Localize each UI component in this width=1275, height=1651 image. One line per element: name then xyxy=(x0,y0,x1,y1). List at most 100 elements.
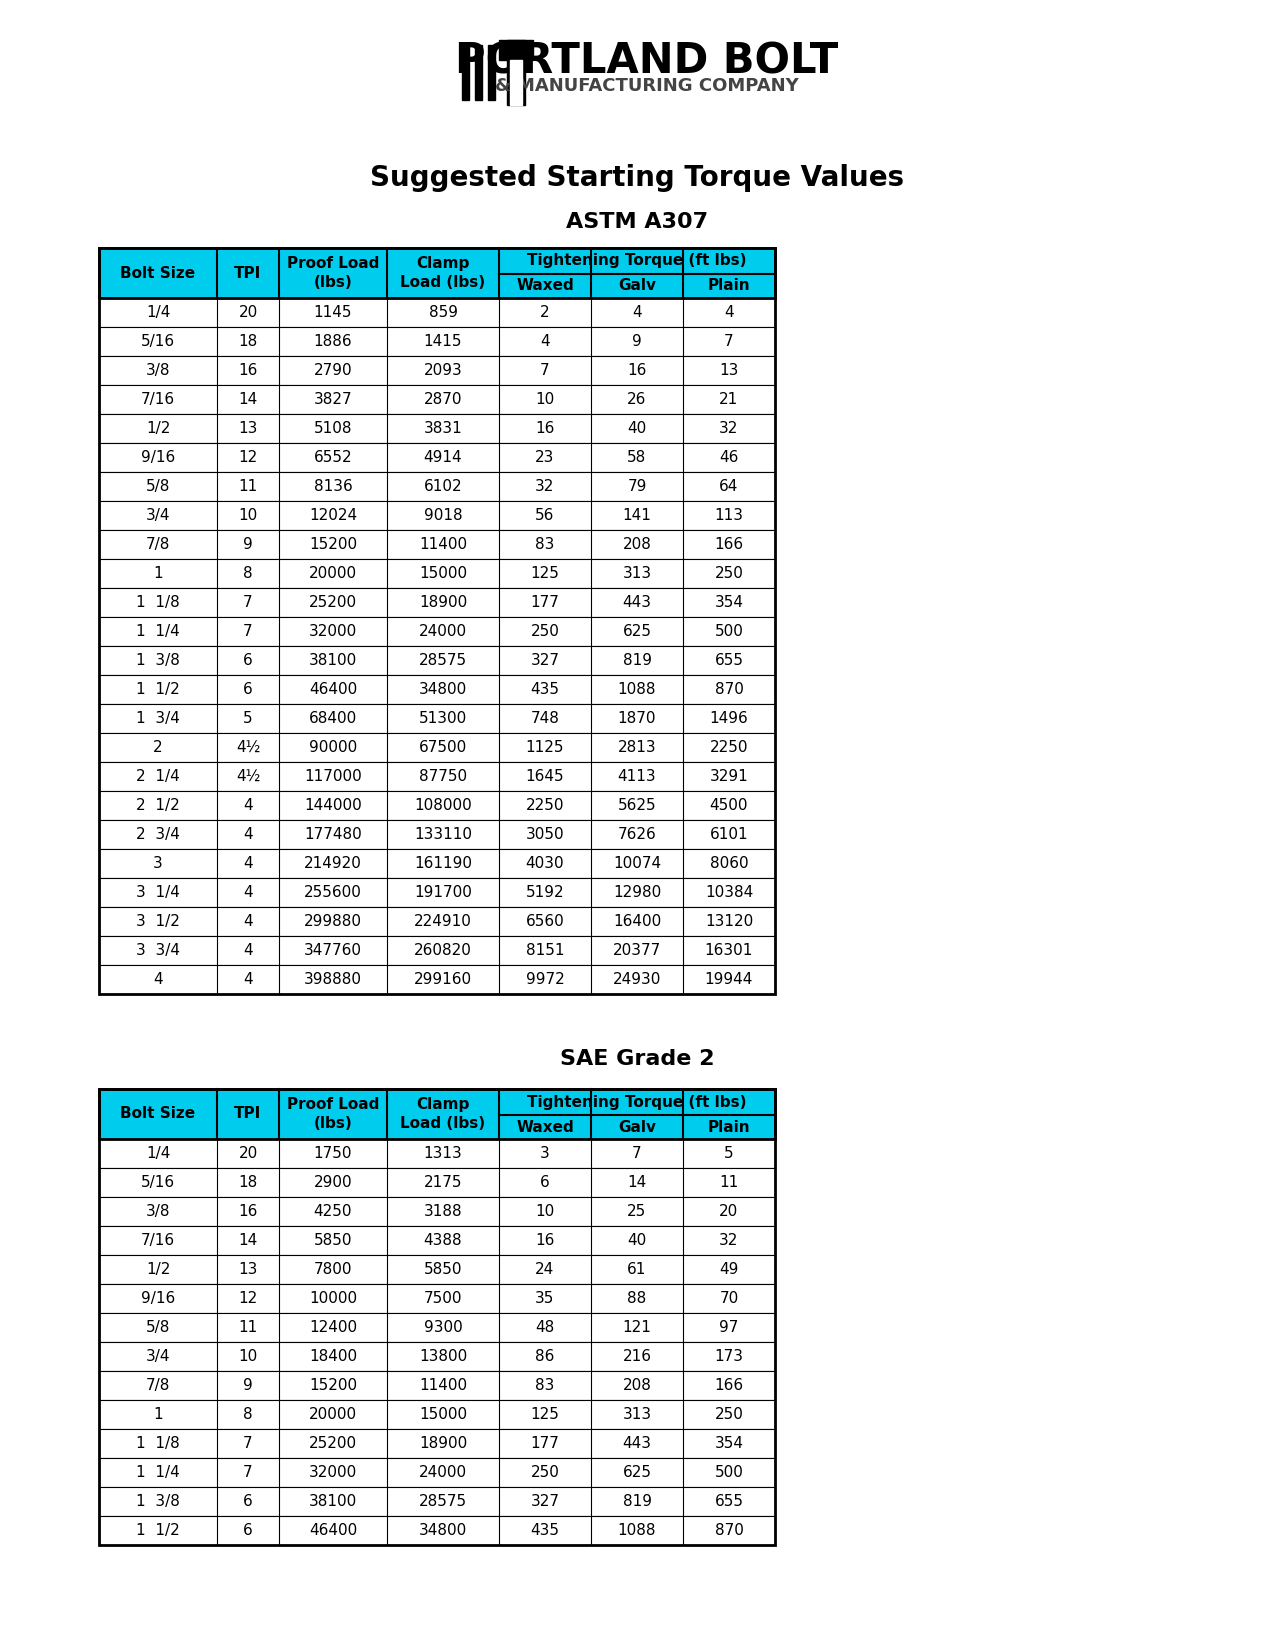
Text: 500: 500 xyxy=(714,1464,743,1479)
Text: 177: 177 xyxy=(530,1436,560,1451)
Text: 25200: 25200 xyxy=(309,1436,357,1451)
Text: 1145: 1145 xyxy=(314,305,352,320)
Text: 166: 166 xyxy=(714,1379,743,1393)
Text: 2790: 2790 xyxy=(314,363,352,378)
Text: 1645: 1645 xyxy=(525,769,565,784)
Text: 435: 435 xyxy=(530,682,560,697)
Text: 19944: 19944 xyxy=(705,972,754,987)
Text: 21: 21 xyxy=(719,391,738,408)
Text: 10: 10 xyxy=(238,1349,258,1364)
Text: 15000: 15000 xyxy=(419,566,467,581)
Text: 3/8: 3/8 xyxy=(145,363,171,378)
Text: 24000: 24000 xyxy=(419,624,467,639)
Bar xyxy=(99,357,775,385)
Text: 58: 58 xyxy=(627,451,646,466)
Text: 1886: 1886 xyxy=(314,334,352,348)
Text: 7: 7 xyxy=(244,1436,252,1451)
Text: 354: 354 xyxy=(714,594,743,609)
Text: 11400: 11400 xyxy=(419,1379,467,1393)
Bar xyxy=(99,1167,775,1197)
Text: 1  1/4: 1 1/4 xyxy=(136,1464,180,1479)
Text: 3: 3 xyxy=(541,1146,550,1161)
Text: Clamp
Load (lbs): Clamp Load (lbs) xyxy=(400,256,486,291)
Text: 3827: 3827 xyxy=(314,391,352,408)
Text: 1  1/2: 1 1/2 xyxy=(136,1522,180,1539)
Bar xyxy=(99,1284,775,1313)
Text: 6: 6 xyxy=(244,1494,252,1509)
Text: 2  1/4: 2 1/4 xyxy=(136,769,180,784)
Text: 24: 24 xyxy=(536,1261,555,1276)
Text: 24000: 24000 xyxy=(419,1464,467,1479)
Text: Bolt Size: Bolt Size xyxy=(120,1106,195,1121)
Text: 23: 23 xyxy=(536,451,555,466)
Text: 26: 26 xyxy=(627,391,646,408)
Text: 8: 8 xyxy=(244,1407,252,1422)
Bar xyxy=(99,1255,775,1284)
Text: 20377: 20377 xyxy=(613,943,662,958)
Text: 6552: 6552 xyxy=(314,451,352,466)
Text: 177: 177 xyxy=(530,594,560,609)
Text: 4250: 4250 xyxy=(314,1204,352,1218)
Text: 1870: 1870 xyxy=(618,712,657,726)
Text: 46400: 46400 xyxy=(309,1522,357,1539)
Text: 214920: 214920 xyxy=(303,855,362,872)
Text: 1  3/8: 1 3/8 xyxy=(136,654,180,669)
Text: 625: 625 xyxy=(622,1464,652,1479)
Text: 5850: 5850 xyxy=(314,1233,352,1248)
Text: 2093: 2093 xyxy=(423,363,463,378)
Text: 20000: 20000 xyxy=(309,566,357,581)
Text: 14: 14 xyxy=(238,1233,258,1248)
Text: 13120: 13120 xyxy=(705,915,754,930)
Text: 34800: 34800 xyxy=(419,1522,467,1539)
Text: 14: 14 xyxy=(238,391,258,408)
Bar xyxy=(99,1090,775,1545)
Text: SAE Grade 2: SAE Grade 2 xyxy=(560,1048,714,1068)
Text: 87750: 87750 xyxy=(419,769,467,784)
Text: 6560: 6560 xyxy=(525,915,565,930)
Bar xyxy=(99,646,775,675)
Text: 4388: 4388 xyxy=(423,1233,463,1248)
Text: 5850: 5850 xyxy=(423,1261,463,1276)
Text: 443: 443 xyxy=(622,594,652,609)
Text: 90000: 90000 xyxy=(309,740,357,755)
Text: 56: 56 xyxy=(536,509,555,523)
Text: 819: 819 xyxy=(622,1494,652,1509)
Bar xyxy=(99,849,775,878)
Text: 250: 250 xyxy=(530,624,560,639)
Text: Proof Load
(lbs): Proof Load (lbs) xyxy=(287,1098,379,1131)
Text: 12980: 12980 xyxy=(613,885,662,900)
Text: 83: 83 xyxy=(536,1379,555,1393)
Text: 16: 16 xyxy=(238,1204,258,1218)
Text: 9/16: 9/16 xyxy=(140,451,175,466)
Bar xyxy=(99,675,775,703)
Text: 313: 313 xyxy=(622,1407,652,1422)
Text: 18: 18 xyxy=(238,1176,258,1190)
Text: 10: 10 xyxy=(536,391,555,408)
Text: 435: 435 xyxy=(530,1522,560,1539)
Text: 4: 4 xyxy=(244,797,252,812)
Text: 18400: 18400 xyxy=(309,1349,357,1364)
Text: 70: 70 xyxy=(719,1291,738,1306)
Text: 38100: 38100 xyxy=(309,1494,357,1509)
Bar xyxy=(99,1458,775,1488)
Text: 6: 6 xyxy=(541,1176,550,1190)
Text: 16: 16 xyxy=(536,421,555,436)
Text: 5/16: 5/16 xyxy=(142,334,175,348)
Text: 16: 16 xyxy=(536,1233,555,1248)
Text: TPI: TPI xyxy=(235,1106,261,1121)
Text: 68400: 68400 xyxy=(309,712,357,726)
Text: 250: 250 xyxy=(714,566,743,581)
Text: 141: 141 xyxy=(622,509,652,523)
Text: 13: 13 xyxy=(238,1261,258,1276)
Text: 299880: 299880 xyxy=(303,915,362,930)
Text: Galv: Galv xyxy=(618,279,657,294)
Text: 6102: 6102 xyxy=(423,479,463,494)
Text: 1  1/4: 1 1/4 xyxy=(136,624,180,639)
Text: 2175: 2175 xyxy=(423,1176,463,1190)
Text: 1  1/2: 1 1/2 xyxy=(136,682,180,697)
Text: 4: 4 xyxy=(244,972,252,987)
Text: 12: 12 xyxy=(238,1291,258,1306)
Text: 9018: 9018 xyxy=(423,509,463,523)
Text: 2900: 2900 xyxy=(314,1176,352,1190)
Text: 208: 208 xyxy=(622,537,652,551)
